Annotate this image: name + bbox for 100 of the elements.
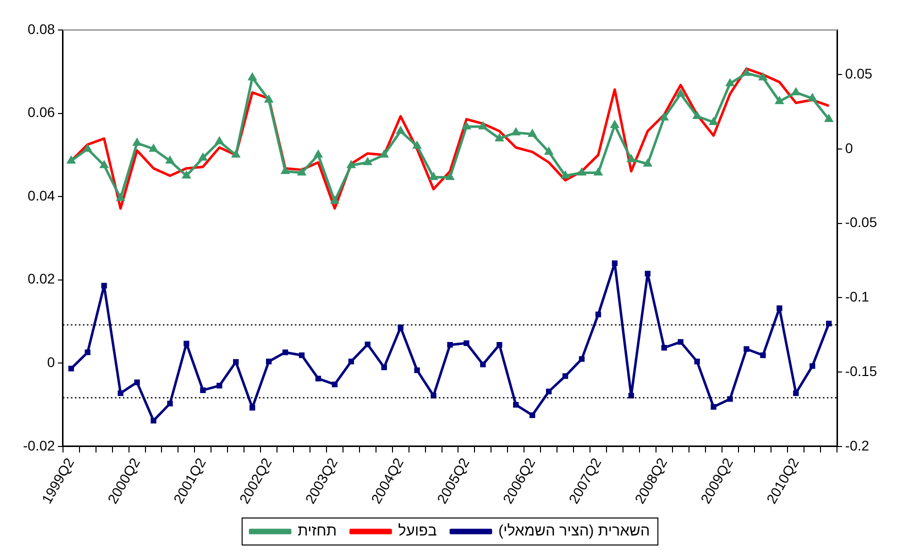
y-tick-label: 0.02 — [28, 270, 56, 287]
point — [692, 110, 702, 120]
point — [578, 356, 585, 362]
point — [758, 72, 768, 80]
point — [774, 96, 784, 104]
point — [250, 404, 256, 411]
y2-tick-label: -0.15 — [845, 362, 878, 379]
point — [379, 149, 389, 158]
point — [612, 260, 618, 266]
point — [791, 86, 801, 96]
point — [68, 366, 74, 372]
point — [678, 339, 684, 345]
point — [198, 152, 208, 161]
point — [66, 155, 76, 164]
point — [462, 121, 472, 130]
point — [708, 116, 718, 125]
point — [296, 167, 307, 176]
y-tick-label: 0.04 — [28, 187, 56, 204]
point — [116, 192, 126, 201]
point — [233, 359, 239, 365]
point — [348, 358, 354, 364]
point — [148, 143, 158, 152]
point — [808, 92, 818, 102]
point — [231, 149, 241, 158]
point — [84, 350, 90, 356]
y2-tick-label: -0.1 — [845, 288, 870, 305]
point — [511, 127, 521, 136]
point — [530, 412, 536, 418]
point — [644, 270, 650, 276]
point — [167, 400, 173, 406]
point — [298, 352, 305, 358]
point — [577, 167, 587, 176]
y2-tick-label: 0 — [845, 140, 854, 156]
point — [725, 78, 735, 86]
point — [528, 128, 538, 137]
point — [544, 146, 554, 155]
point — [480, 362, 486, 368]
point — [824, 114, 834, 122]
point — [184, 340, 190, 346]
point — [478, 121, 488, 130]
point — [313, 149, 323, 158]
point — [810, 363, 816, 369]
legend-label: השארית (הציר השמאלי) — [498, 522, 650, 540]
y-tick-label: 0 — [47, 354, 56, 370]
point — [694, 358, 700, 364]
point — [118, 390, 124, 396]
point — [412, 140, 422, 149]
point — [626, 154, 636, 162]
point — [593, 167, 604, 176]
point — [214, 136, 224, 144]
legend-label: בפועל — [398, 522, 437, 540]
y-tick-label: -0.02 — [22, 437, 56, 454]
point — [447, 342, 453, 348]
point — [428, 172, 438, 180]
point — [595, 312, 602, 318]
point — [742, 68, 752, 76]
point — [264, 94, 274, 103]
point — [494, 133, 504, 142]
point — [642, 158, 652, 167]
point — [710, 404, 716, 410]
point — [496, 342, 502, 348]
y2-tick-label: -0.05 — [845, 214, 878, 230]
point — [562, 373, 568, 379]
y-tick-label: 0.08 — [28, 20, 56, 37]
point — [776, 305, 782, 312]
y2-tick-label: -0.2 — [845, 437, 870, 454]
point — [315, 376, 322, 382]
point — [676, 88, 686, 97]
point — [150, 418, 156, 424]
point — [513, 402, 519, 408]
point — [99, 160, 109, 168]
point — [659, 112, 669, 121]
point — [744, 346, 750, 352]
point — [560, 170, 570, 179]
point — [396, 126, 406, 134]
point — [414, 367, 420, 374]
point — [182, 170, 192, 179]
point — [464, 340, 470, 346]
point — [282, 350, 288, 356]
point — [793, 390, 799, 396]
point — [266, 358, 272, 364]
y-tick-label: 0.06 — [28, 104, 56, 120]
point — [445, 172, 455, 180]
point — [200, 387, 206, 394]
point — [332, 382, 338, 388]
point — [280, 166, 290, 174]
point — [760, 352, 766, 358]
point — [364, 342, 370, 348]
point — [134, 379, 140, 386]
point — [165, 155, 175, 164]
point — [132, 138, 142, 146]
y2-tick-label: 0.05 — [845, 65, 873, 82]
point — [610, 120, 620, 128]
point — [661, 344, 667, 351]
point — [362, 156, 372, 166]
legend-label: תחזית — [298, 522, 337, 540]
point — [346, 160, 356, 168]
point — [82, 143, 92, 152]
point — [546, 388, 552, 394]
point — [101, 282, 107, 289]
